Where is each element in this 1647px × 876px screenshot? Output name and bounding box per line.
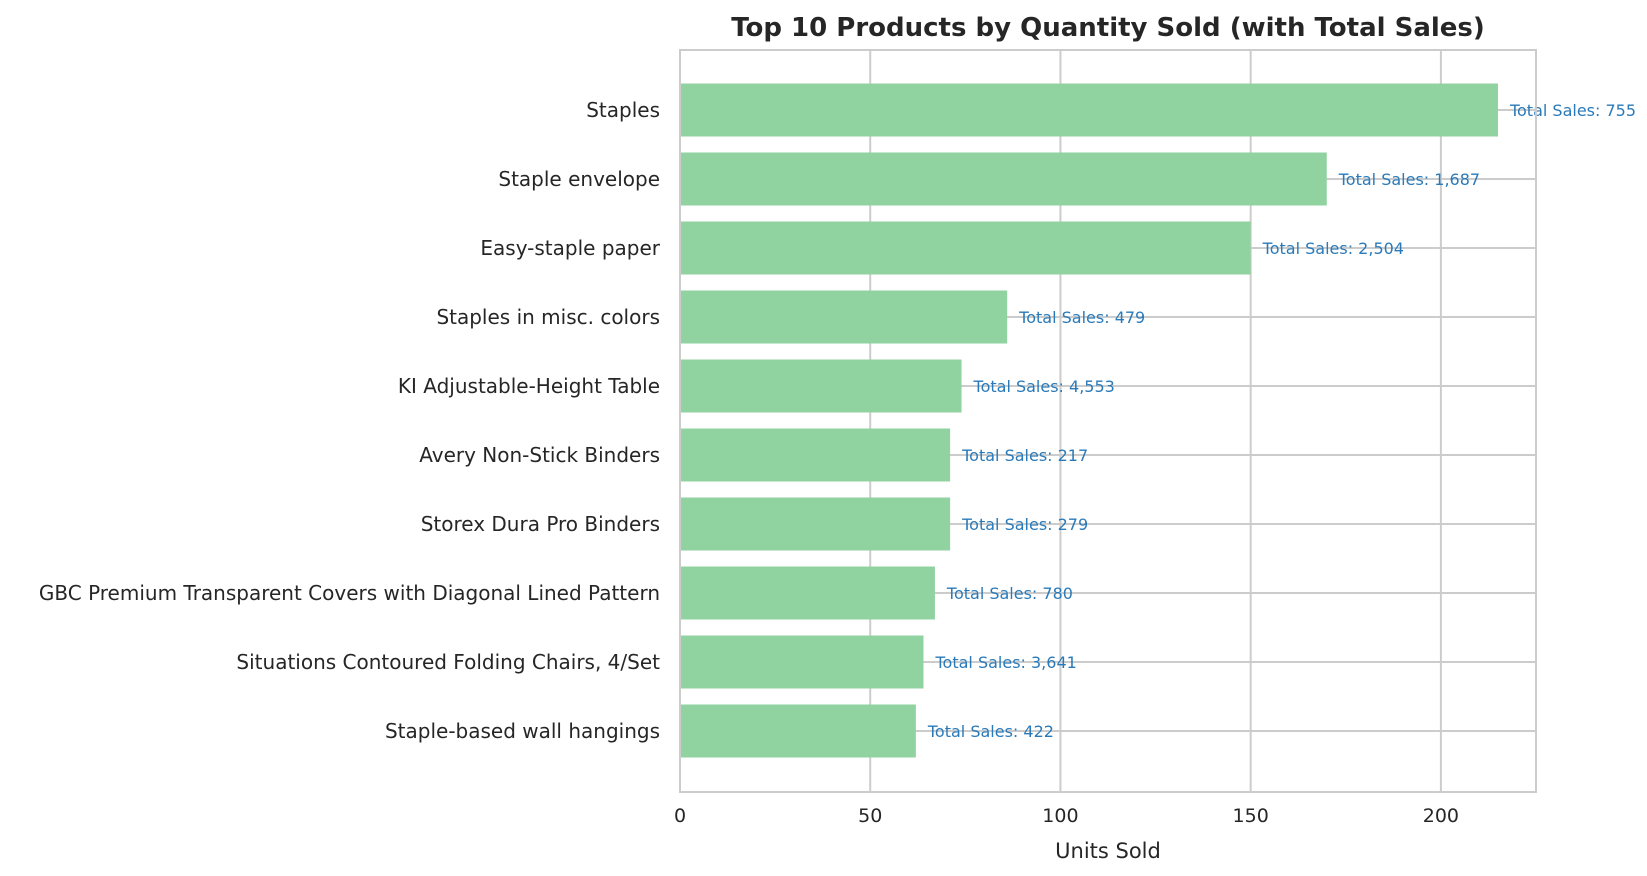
category-labels: Staples Staple envelope Easy-staple paper S… (39, 98, 661, 743)
category-label: GBC Premium Transparent Covers with Diag… (39, 581, 660, 605)
chart-title: Top 10 Products by Quantity Sold (with T… (731, 13, 1485, 43)
data-label: Total Sales: 2,504 (1262, 239, 1404, 258)
category-label: Avery Non-Stick Binders (419, 443, 660, 467)
category-label: Storex Dura Pro Binders (421, 512, 660, 536)
bar (680, 83, 1498, 137)
bar (680, 359, 962, 413)
bar (680, 704, 916, 758)
data-label: Total Sales: 422 (927, 722, 1054, 741)
x-tick-label: 100 (1042, 805, 1078, 827)
bar (680, 428, 951, 482)
plot-frame (679, 49, 1537, 793)
data-label: Total Sales: 479 (1018, 308, 1145, 327)
category-label: Staples (586, 98, 660, 122)
data-label: Total Sales: 217 (961, 446, 1088, 465)
bar (680, 566, 935, 620)
data-labels: Total Sales: 755 Total Sales: 1,687 Total … (927, 101, 1636, 741)
category-label: Staples in misc. colors (436, 305, 660, 329)
category-label: Easy-staple paper (480, 236, 660, 260)
data-label: Total Sales: 780 (946, 584, 1073, 603)
bar (680, 290, 1008, 344)
data-label: Total Sales: 279 (961, 515, 1088, 534)
x-tick-label: 150 (1233, 805, 1269, 827)
bars (680, 83, 1498, 758)
category-label: KI Adjustable-Height Table (398, 374, 660, 398)
data-label: Total Sales: 3,641 (934, 653, 1076, 672)
data-label: Total Sales: 1,687 (1338, 170, 1480, 189)
x-tick-labels: 0 50 100 150 200 (674, 805, 1459, 827)
bar (680, 221, 1251, 275)
bar (680, 152, 1327, 206)
x-tick-label: 50 (858, 805, 882, 827)
bar (680, 497, 951, 551)
x-axis-label: Units Sold (1055, 839, 1161, 863)
data-label: Total Sales: 755 (1509, 101, 1636, 120)
category-label: Situations Contoured Folding Chairs, 4/S… (236, 650, 660, 674)
category-label: Staple envelope (498, 167, 660, 191)
category-label: Staple-based wall hangings (385, 719, 660, 743)
bar (680, 635, 924, 689)
data-label: Total Sales: 4,553 (973, 377, 1115, 396)
x-tick-label: 200 (1423, 805, 1459, 827)
x-tick-label: 0 (674, 805, 686, 827)
